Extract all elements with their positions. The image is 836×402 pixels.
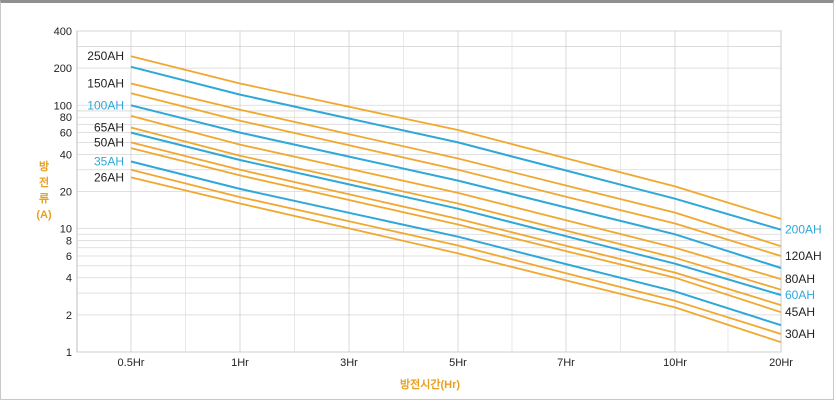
series-line-100ah	[130, 104, 782, 269]
y-tick-label: 6	[66, 251, 72, 263]
series-line-26ah	[130, 176, 782, 344]
x-tick-label: 10Hr	[663, 357, 687, 369]
series-label-30ah: 30AH	[785, 327, 815, 341]
series-label-200ah: 200AH	[785, 223, 822, 237]
series-label-100ah: 100AH	[87, 98, 124, 112]
series-label-80ah: 80AH	[785, 272, 815, 286]
y-tick-label: 200	[54, 63, 72, 75]
x-axis-title: 방전시간(Hr)	[400, 377, 460, 391]
series-line-30ah	[130, 168, 782, 335]
x-tick-label: 3Hr	[340, 357, 358, 369]
series-line-200ah	[130, 65, 782, 231]
series-line-35ah	[130, 160, 782, 327]
y-tick-label: 80	[60, 112, 72, 124]
x-tick-label: 20Hr	[769, 357, 793, 369]
y-tick-label: 1	[66, 347, 72, 359]
y-axis-title-char: 전	[39, 175, 49, 189]
y-tick-label: 20	[60, 187, 72, 199]
series-label-26ah: 26AH	[94, 170, 124, 184]
series-label-45ah: 45AH	[785, 305, 815, 319]
y-axis-title-char: (A)	[36, 209, 52, 221]
x-tick-label: 0.5Hr	[118, 357, 145, 369]
series-label-35ah: 35AH	[94, 155, 124, 169]
y-tick-label: 60	[60, 128, 72, 140]
y-axis-title-char: 류	[39, 192, 49, 205]
x-tick-label: 7Hr	[557, 357, 575, 369]
y-tick-label: 400	[54, 26, 72, 38]
series-line-80ah	[130, 115, 782, 280]
series-line-60ah	[130, 131, 782, 296]
series-line-120ah	[130, 92, 782, 257]
series-line-250ah	[130, 55, 782, 220]
series-line-45ah	[130, 147, 782, 314]
y-tick-label: 40	[60, 149, 72, 161]
series-label-65ah: 65AH	[94, 121, 124, 135]
series-line-50ah	[130, 141, 782, 306]
y-tick-label: 100	[54, 100, 72, 112]
series-label-60ah: 60AH	[785, 288, 815, 302]
series-label-120ah: 120AH	[785, 249, 822, 263]
series-label-250ah: 250AH	[87, 49, 124, 63]
series-label-50ah: 50AH	[94, 135, 124, 149]
y-tick-label: 4	[66, 273, 72, 285]
series-label-150ah: 150AH	[87, 77, 124, 91]
x-tick-label: 1Hr	[231, 357, 249, 369]
series-line-65ah	[130, 126, 782, 291]
y-axis-title-char: 방	[39, 159, 49, 173]
y-tick-label: 10	[60, 224, 72, 236]
x-tick-label: 5Hr	[449, 357, 467, 369]
series-line-150ah	[130, 82, 782, 248]
y-tick-label: 8	[66, 236, 72, 248]
y-tick-label: 2	[66, 310, 72, 322]
